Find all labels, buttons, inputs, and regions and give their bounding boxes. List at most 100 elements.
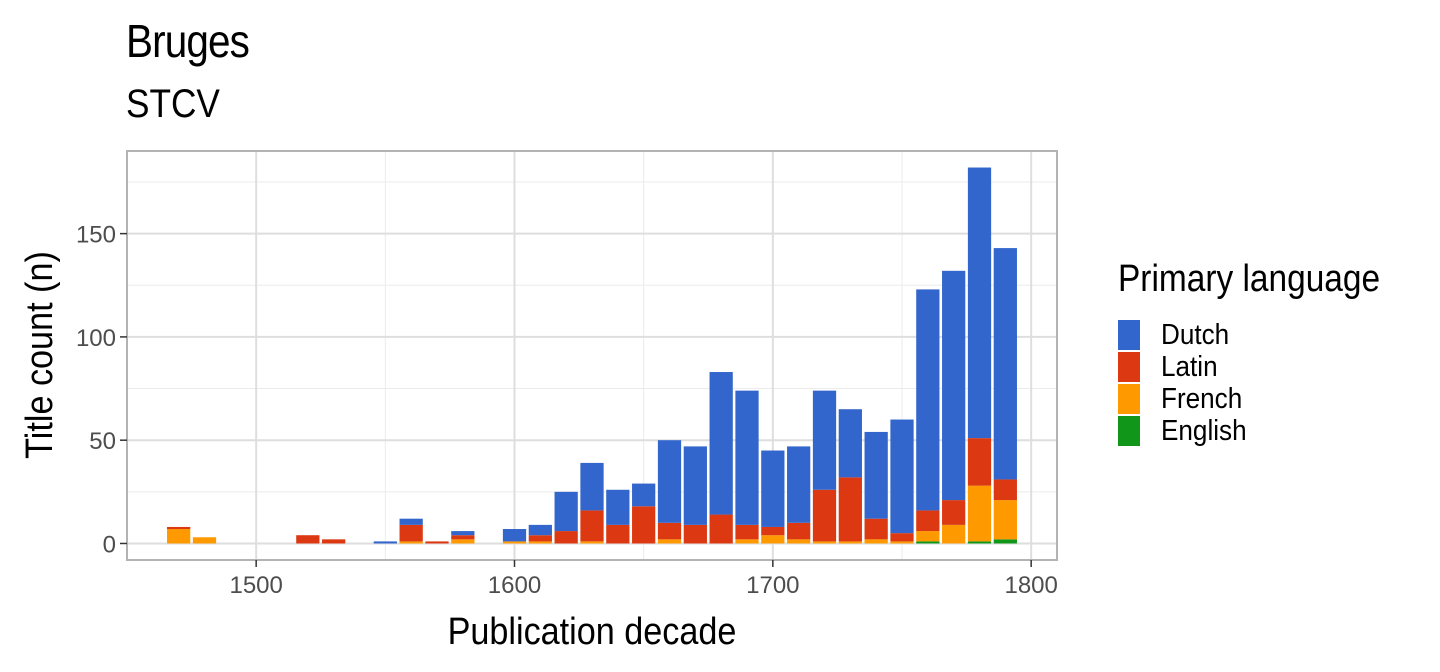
- legend-item-dutch: Dutch: [1118, 319, 1416, 351]
- bar-dutch-1710: [787, 446, 811, 523]
- bar-dutch-1790: [993, 248, 1017, 480]
- bar-dutch-1580: [451, 531, 475, 536]
- bar-dutch-1660: [657, 440, 682, 523]
- x-tick-label: 1500: [229, 572, 282, 599]
- bar-latin-1780: [967, 438, 992, 486]
- bar-latin-1640: [606, 524, 630, 544]
- bar-latin-1570: [425, 541, 449, 544]
- bar-latin-1730: [838, 477, 862, 542]
- bar-english-1760: [916, 541, 940, 544]
- bar-dutch-1630: [580, 462, 604, 511]
- bar-latin-1700: [761, 526, 785, 536]
- legend-item-english: English: [1118, 415, 1416, 447]
- y-tick-label: 50: [89, 428, 116, 455]
- bar-french-1480: [192, 537, 217, 544]
- legend: Primary language Dutch Latin French English: [1118, 258, 1416, 447]
- bar-latin-1520: [296, 535, 320, 544]
- legend-item-french: French: [1118, 383, 1416, 415]
- bar-french-1470: [167, 529, 191, 544]
- bar-french-1630: [580, 541, 604, 544]
- bar-dutch-1650: [632, 483, 656, 507]
- bar-latin-1770: [942, 500, 966, 525]
- bar-dutch-1780: [967, 167, 992, 439]
- legend-swatch: [1118, 384, 1140, 414]
- bar-latin-1670: [683, 524, 707, 544]
- legend-label: Dutch: [1161, 318, 1230, 351]
- bar-french-1610: [528, 541, 552, 544]
- bars: [167, 167, 1017, 544]
- x-tick-label: 1700: [746, 572, 799, 599]
- bar-latin-1760: [916, 510, 940, 532]
- bar-latin-1650: [632, 506, 656, 544]
- bar-french-1710: [787, 539, 811, 544]
- legend-swatch: [1118, 352, 1140, 382]
- legend-swatch: [1118, 320, 1140, 350]
- bar-dutch-1680: [709, 372, 733, 515]
- bar-dutch-1670: [683, 446, 707, 525]
- x-tick-label: 1800: [1004, 572, 1057, 599]
- bar-dutch-1700: [761, 450, 785, 527]
- legend-label: English: [1161, 414, 1247, 447]
- bar-dutch-1640: [606, 489, 630, 525]
- legend-swatch: [1118, 416, 1140, 446]
- legend-label: French: [1161, 382, 1243, 415]
- bar-french-1580: [451, 539, 475, 544]
- bar-french-1780: [967, 485, 992, 542]
- y-axis-title: Title count (n): [17, 251, 60, 459]
- bar-french-1720: [812, 541, 837, 544]
- chart-title: Bruges: [126, 15, 250, 67]
- bar-latin-1580: [451, 535, 475, 540]
- bar-latin-1610: [528, 535, 552, 542]
- bar-dutch-1730: [838, 409, 862, 478]
- bar-latin-1740: [864, 518, 888, 540]
- bar-french-1690: [735, 539, 759, 544]
- bar-latin-1720: [812, 489, 837, 542]
- y-tick-label: 0: [103, 531, 116, 558]
- bar-latin-1530: [322, 539, 346, 544]
- bar-latin-1560: [399, 524, 423, 542]
- bar-latin-1750: [890, 533, 914, 542]
- panel-border: [126, 150, 1058, 561]
- bar-dutch-1740: [864, 431, 888, 519]
- bar-french-1770: [942, 524, 966, 544]
- y-axis-ticks: 0 50 100 150: [76, 222, 127, 558]
- legend-item-latin: Latin: [1118, 351, 1416, 383]
- bar-english-1790: [993, 539, 1017, 544]
- bar-dutch-1690: [735, 390, 759, 525]
- legend-title: Primary language: [1118, 258, 1381, 300]
- y-tick-label: 150: [76, 222, 116, 249]
- bar-latin-1660: [657, 522, 682, 540]
- bar-french-1750: [890, 541, 914, 544]
- bar-dutch-1720: [812, 390, 837, 490]
- bar-english-1780: [967, 541, 992, 544]
- bar-french-1660: [657, 539, 682, 544]
- bar-latin-1680: [709, 514, 733, 544]
- bar-latin-1710: [787, 522, 811, 540]
- bar-dutch-1560: [399, 518, 423, 525]
- bar-dutch-1600: [502, 529, 527, 542]
- bar-latin-1630: [580, 510, 604, 542]
- bar-french-1730: [838, 541, 862, 544]
- bar-french-1740: [864, 539, 888, 544]
- bar-latin-1690: [735, 524, 759, 540]
- bar-french-1760: [916, 531, 940, 542]
- bar-dutch-1760: [916, 289, 940, 511]
- x-tick-label: 1600: [488, 572, 541, 599]
- legend-label: Latin: [1161, 350, 1218, 383]
- chart-subtitle: STCV: [126, 82, 220, 126]
- bar-latin-1790: [993, 479, 1017, 501]
- bar-latin-1620: [554, 531, 578, 544]
- bar-latin-1470: [167, 526, 191, 530]
- bar-french-1560: [399, 541, 423, 544]
- bar-french-1700: [761, 535, 785, 544]
- bar-french-1790: [993, 500, 1017, 540]
- bar-french-1600: [502, 541, 527, 544]
- bar-dutch-1550: [373, 541, 397, 544]
- x-axis-title: Publication decade: [448, 609, 737, 652]
- bar-dutch-1750: [890, 419, 914, 534]
- bar-dutch-1620: [554, 491, 578, 532]
- y-tick-label: 100: [76, 325, 116, 352]
- bar-dutch-1770: [942, 270, 966, 501]
- x-axis-ticks: 1500 1600 1700 1800: [229, 560, 1058, 599]
